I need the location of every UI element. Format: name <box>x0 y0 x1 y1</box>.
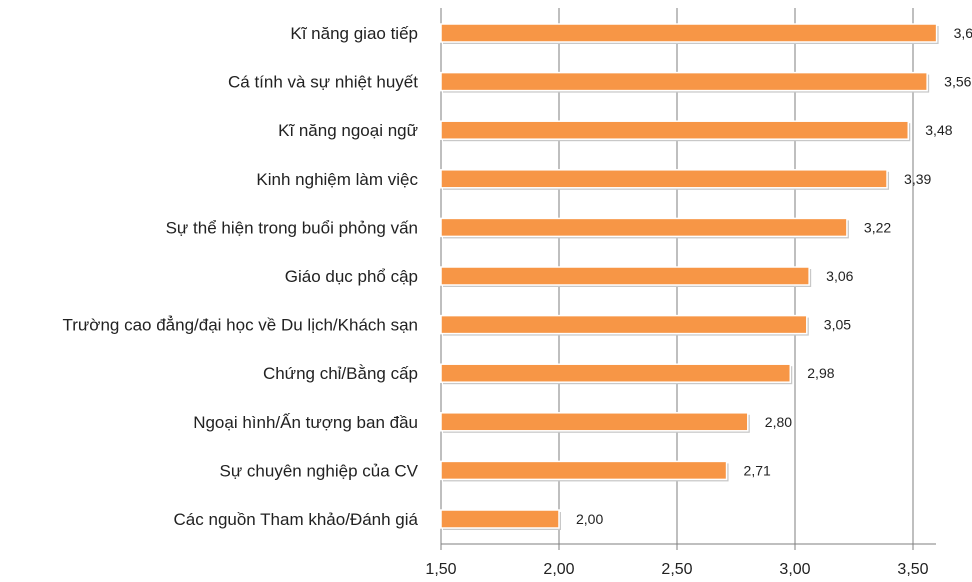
bar <box>440 363 792 383</box>
data-label: 3,06 <box>826 268 853 284</box>
category-label: Trường cao đẳng/đại học về Du lịch/Khách… <box>63 316 419 335</box>
bar <box>440 217 848 238</box>
bar <box>440 120 910 140</box>
data-label: 3,56 <box>944 74 971 90</box>
bar <box>440 71 928 92</box>
value-labels: 3,60 3,56 3,48 3,39 3,22 3,06 3,05 2,98 2,80 2,71… <box>576 25 972 527</box>
category-labels: Kĩ năng giao tiếp Cá tính và sự nhiệt huy… <box>63 24 419 529</box>
bar <box>440 314 808 335</box>
category-label: Các nguồn Tham khảo/Đánh giá <box>174 510 419 529</box>
data-label: 2,71 <box>744 462 771 478</box>
x-tick-label: 2,50 <box>661 561 692 578</box>
x-tick-label: 2,00 <box>543 561 574 578</box>
bar <box>440 509 560 529</box>
x-axis: 1,50 2,00 2,50 3,00 3,50 <box>425 543 936 578</box>
category-label: Ngoại hình/Ấn tượng ban đầu <box>193 413 418 432</box>
data-label: 2,98 <box>807 365 834 381</box>
bar <box>440 169 888 189</box>
data-label: 2,00 <box>576 511 603 527</box>
x-tick-label: 1,50 <box>425 561 456 578</box>
data-label: 3,22 <box>864 219 891 235</box>
category-label: Giáo dục phổ cập <box>285 267 418 286</box>
category-label: Kĩ năng ngoại ngữ <box>278 121 418 140</box>
bars <box>440 23 939 530</box>
bar <box>440 23 938 43</box>
category-label: Kinh nghiệm làm việc <box>256 170 418 189</box>
category-label: Sự thể hiện trong buổi phỏng vấn <box>166 218 418 237</box>
category-label: Cá tính và sự nhiệt huyết <box>228 73 418 92</box>
data-label: 3,05 <box>824 317 851 333</box>
bar <box>440 412 749 432</box>
category-label: Sự chuyên nghiệp của CV <box>219 461 418 480</box>
data-label: 2,80 <box>765 414 792 430</box>
category-label: Kĩ năng giao tiếp <box>290 24 418 43</box>
bar <box>440 460 728 481</box>
bar <box>440 266 810 286</box>
data-label: 3,60 <box>954 25 972 41</box>
x-tick-label: 3,00 <box>779 561 810 578</box>
data-label: 3,48 <box>925 122 952 138</box>
category-label: Chứng chỉ/Bằng cấp <box>263 364 418 383</box>
x-tick-label: 3,50 <box>897 561 928 578</box>
data-label: 3,39 <box>904 171 931 187</box>
